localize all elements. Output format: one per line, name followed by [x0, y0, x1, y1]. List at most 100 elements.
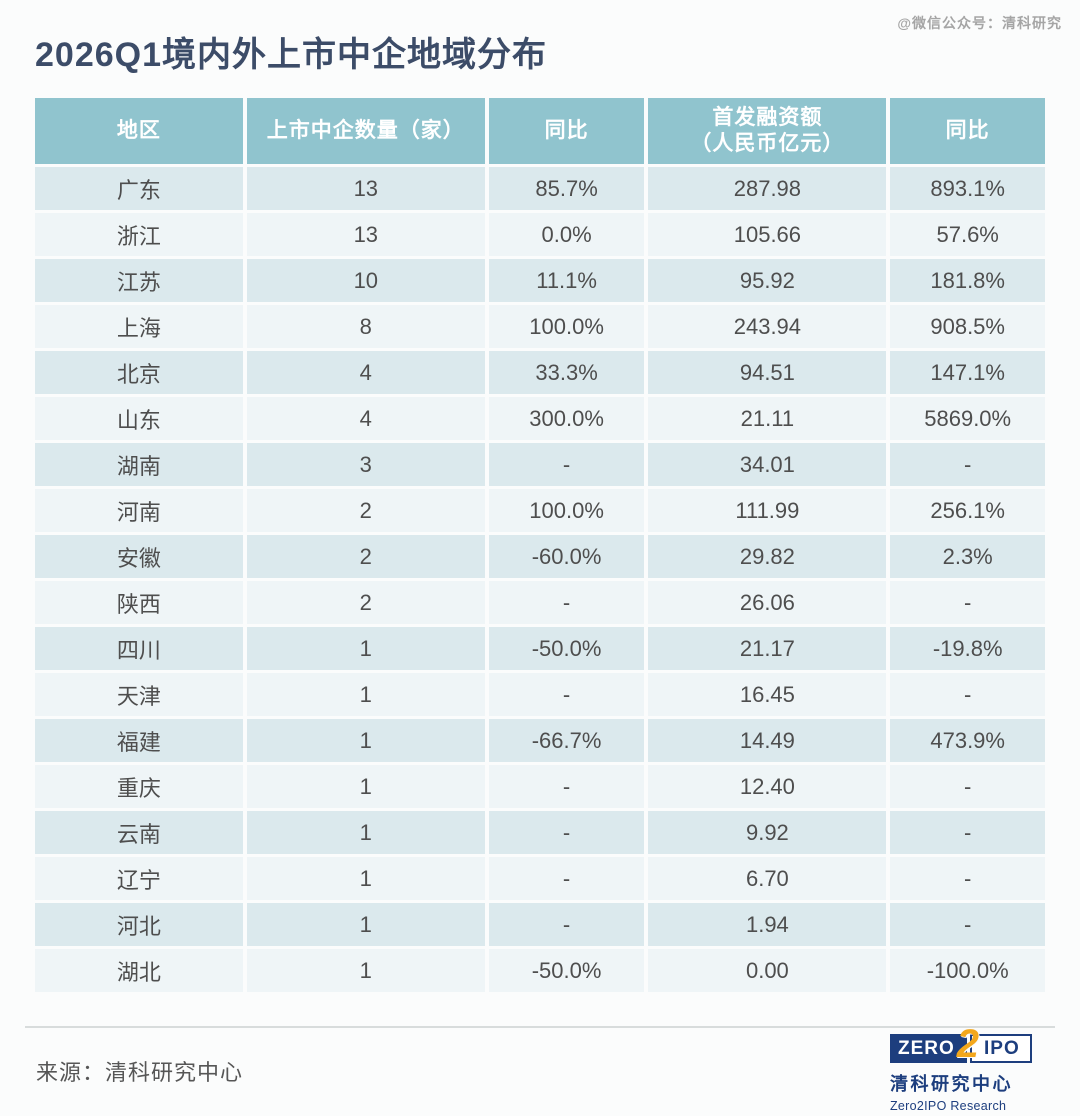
table-row: 辽宁 1-6.70- — [35, 857, 1045, 900]
value-cell: 111.99 — [648, 489, 887, 532]
value-cell: -66.7% — [488, 719, 645, 762]
col-header-financing-line1: 首发融资额 — [712, 106, 823, 129]
table-row: 四川 1 -50.0% 21.17 -19.8% — [35, 627, 1045, 670]
value-cell: 11.1% — [488, 259, 645, 302]
value-cell: 2 — [246, 489, 485, 532]
table-body: 广东 13 85.7% 287.98 893.1% 浙江 13 0.0% 105.66 57.6%… — [35, 167, 1045, 992]
col-header-yoy-financing: 同比 — [890, 98, 1045, 164]
value-cell: - — [890, 673, 1045, 716]
table-row: 云南 1-9.92- — [35, 811, 1045, 854]
value-cell: - — [890, 765, 1045, 808]
table-row: 湖南 3-34.01- — [35, 443, 1045, 486]
table-row: 江苏 10 11.1% 95.92 181.8% — [35, 259, 1045, 302]
value-cell: 4 — [246, 351, 485, 394]
region-cell: 重庆 — [35, 765, 243, 808]
value-cell: 2.3% — [890, 535, 1045, 578]
region-cell: 陕西 — [35, 581, 243, 624]
value-cell: - — [488, 857, 645, 900]
col-header-yoy-count: 同比 — [488, 98, 645, 164]
value-cell: 100.0% — [488, 305, 645, 348]
value-cell: 1 — [246, 673, 485, 716]
col-header-region: 地区 — [35, 98, 243, 164]
value-cell: 85.7% — [488, 167, 645, 210]
region-cell: 湖北 — [35, 949, 243, 992]
value-cell: -50.0% — [488, 627, 645, 670]
value-cell: 12.40 — [648, 765, 887, 808]
value-cell: 13 — [246, 213, 485, 256]
value-cell: 2 — [246, 581, 485, 624]
value-cell: - — [488, 581, 645, 624]
col-header-financing: 首发融资额 （人民币亿元） — [648, 98, 887, 164]
value-cell: 4 — [246, 397, 485, 440]
region-cell: 浙江 — [35, 213, 243, 256]
value-cell: 300.0% — [488, 397, 645, 440]
value-cell: 26.06 — [648, 581, 887, 624]
table-row: 安徽 2 -60.0% 29.82 2.3% — [35, 535, 1045, 578]
value-cell: 1 — [246, 627, 485, 670]
value-cell: 256.1% — [890, 489, 1045, 532]
value-cell: 105.66 — [648, 213, 887, 256]
value-cell: 8 — [246, 305, 485, 348]
table-row: 陕西 2-26.06- — [35, 581, 1045, 624]
value-cell: -50.0% — [488, 949, 645, 992]
value-cell: 3 — [246, 443, 485, 486]
col-header-financing-line2: （人民币亿元） — [690, 132, 845, 155]
region-cell: 辽宁 — [35, 857, 243, 900]
table-row: 河北 1-1.94- — [35, 903, 1045, 946]
region-cell: 湖南 — [35, 443, 243, 486]
region-cell: 安徽 — [35, 535, 243, 578]
value-cell: 1.94 — [648, 903, 887, 946]
value-cell: - — [488, 811, 645, 854]
value-cell: 0.0% — [488, 213, 645, 256]
value-cell: 5869.0% — [890, 397, 1045, 440]
value-cell: 893.1% — [890, 167, 1045, 210]
region-cell: 北京 — [35, 351, 243, 394]
logo-chinese-name: 清科研究中心 — [890, 1074, 1013, 1094]
zero2ipo-logo: ZERO 2 IPO 清科研究中心 Zero2IPO Research — [890, 1024, 1050, 1113]
region-cell: 江苏 — [35, 259, 243, 302]
value-cell: 287.98 — [648, 167, 887, 210]
value-cell: 95.92 — [648, 259, 887, 302]
col-header-company-count: 上市中企数量（家） — [246, 98, 485, 164]
value-cell: 33.3% — [488, 351, 645, 394]
value-cell: 1 — [246, 903, 485, 946]
value-cell: 21.17 — [648, 627, 887, 670]
value-cell: -60.0% — [488, 535, 645, 578]
value-cell: 16.45 — [648, 673, 887, 716]
region-cell: 云南 — [35, 811, 243, 854]
value-cell: 243.94 — [648, 305, 887, 348]
value-cell: 1 — [246, 765, 485, 808]
logo-zero-box: ZERO — [890, 1034, 967, 1063]
value-cell: 94.51 — [648, 351, 887, 394]
value-cell: 34.01 — [648, 443, 887, 486]
value-cell: 2 — [246, 535, 485, 578]
table-row: 上海 8 100.0% 243.94 908.5% — [35, 305, 1045, 348]
table-header: 地区 上市中企数量（家） 同比 首发融资额 （人民币亿元） 同比 — [35, 98, 1045, 164]
region-cell: 天津 — [35, 673, 243, 716]
region-cell: 广东 — [35, 167, 243, 210]
value-cell: 14.49 — [648, 719, 887, 762]
logo-two-numeral: 2 — [956, 1021, 980, 1066]
value-cell: 181.8% — [890, 259, 1045, 302]
value-cell: -19.8% — [890, 627, 1045, 670]
region-cell: 河北 — [35, 903, 243, 946]
value-cell: 0.00 — [648, 949, 887, 992]
value-cell: 9.92 — [648, 811, 887, 854]
value-cell: 21.11 — [648, 397, 887, 440]
value-cell: 1 — [246, 857, 485, 900]
table-row: 湖北 1 -50.0% 0.00 -100.0% — [35, 949, 1045, 992]
value-cell: 13 — [246, 167, 485, 210]
region-cell: 福建 — [35, 719, 243, 762]
region-cell: 上海 — [35, 305, 243, 348]
value-cell: - — [890, 811, 1045, 854]
value-cell: 473.9% — [890, 719, 1045, 762]
value-cell: - — [488, 765, 645, 808]
logo-english-name: Zero2IPO Research — [890, 1099, 1007, 1113]
logo-wordmark: ZERO 2 IPO — [890, 1024, 1050, 1064]
region-cell: 四川 — [35, 627, 243, 670]
value-cell: - — [488, 443, 645, 486]
value-cell: 147.1% — [890, 351, 1045, 394]
watermark-text: @微信公众号：清科研究 — [897, 15, 1062, 31]
table-row: 河南 2 100.0% 111.99 256.1% — [35, 489, 1045, 532]
value-cell: - — [890, 903, 1045, 946]
